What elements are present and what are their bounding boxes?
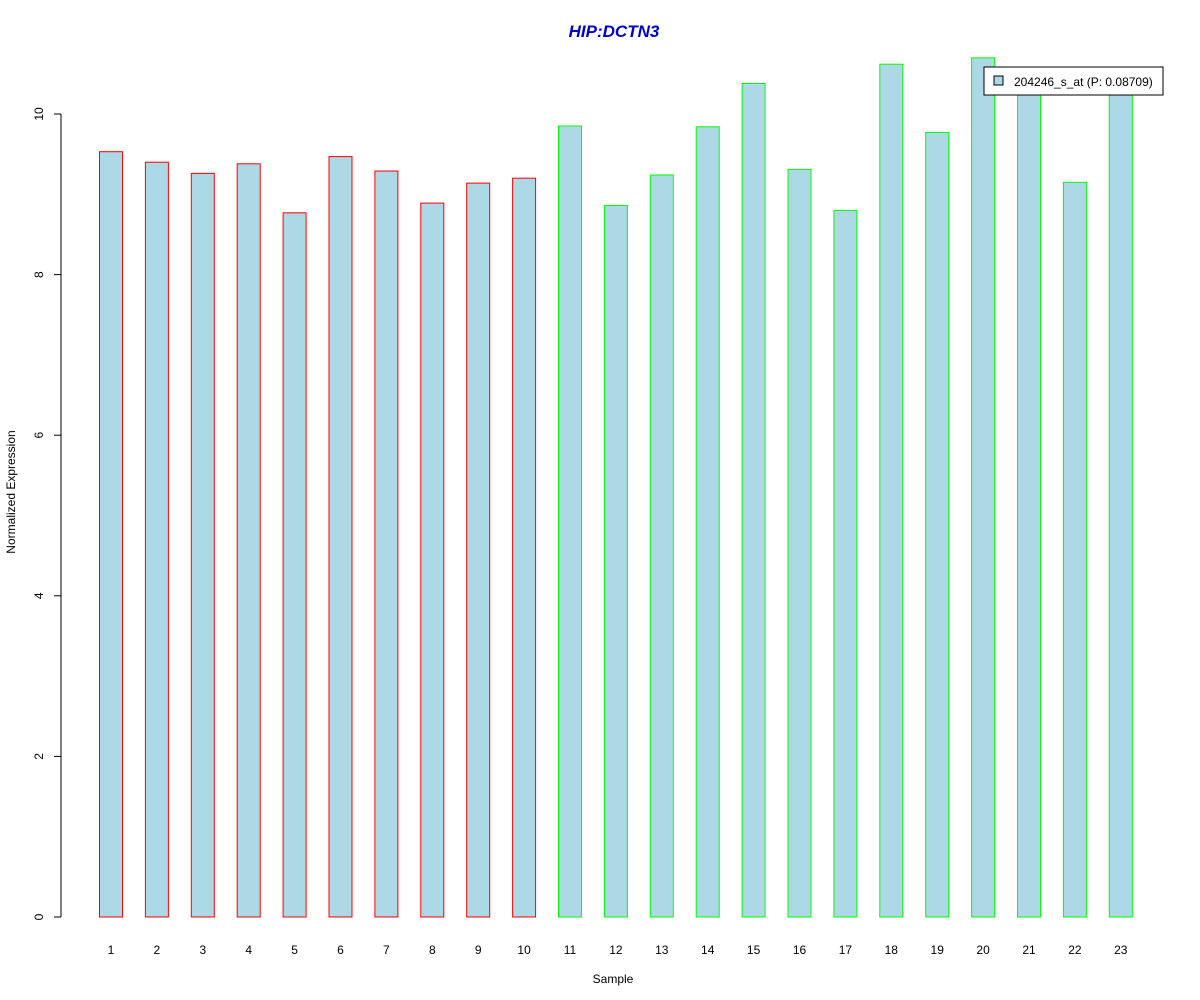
y-tick-label: 10 [32,107,46,121]
bar [833,209,858,918]
x-tick-label: 11 [564,943,577,957]
bar [420,202,445,918]
x-tick-label: 17 [839,943,853,957]
legend-label: 204246_s_at (P: 0.08709) [1014,75,1153,89]
x-tick-label: 18 [885,943,899,957]
y-tick-label: 4 [32,592,46,599]
x-tick-label: 15 [747,943,761,957]
x-tick-label: 20 [976,943,990,957]
y-axis: 0 2 4 6 8 10 [32,107,62,920]
bar [558,125,582,918]
x-tick-label: 4 [245,943,252,957]
y-tick-label: 6 [32,432,46,439]
y-tick-label: 2 [32,753,46,760]
x-tick-label: 7 [383,943,390,957]
y-tick-label: 0 [32,913,46,920]
legend-swatch [993,75,1004,86]
bar [236,163,261,918]
x-tick-label: 8 [429,943,436,957]
bar [466,182,491,918]
x-tick-label: 13 [655,943,669,957]
x-tick-label: 19 [931,943,945,957]
chart-title: HIP:DCTN3 [569,22,660,41]
bar [374,170,399,918]
legend: 204246_s_at (P: 0.08709) [983,66,1164,96]
bar [741,83,766,918]
y-tick-label: 8 [32,271,46,278]
bar [787,168,812,918]
x-tick-label: 3 [199,943,206,957]
bar [971,57,996,918]
legend-box [983,66,1164,96]
bar [190,172,215,918]
bar [144,161,169,918]
x-tick-label: 21 [1022,943,1036,957]
bars-group [99,57,1133,918]
bar [282,212,307,918]
bar [512,177,537,918]
bar [879,63,904,918]
x-tick-label: 16 [793,943,807,957]
x-axis-title: Sample [593,972,634,986]
bar [1108,81,1133,918]
x-tick-label: 12 [609,943,623,957]
x-tick-label: 1 [108,943,115,957]
bar [695,126,720,918]
bar [603,205,628,918]
x-tick-labels: 1 2 3 4 5 6 7 8 9 10 11 12 13 14 15 16 17 18 19 20 21 22 23 [108,943,1128,957]
x-tick-label: 9 [475,943,482,957]
x-tick-label: 6 [337,943,344,957]
bar [1062,181,1087,918]
bar [99,151,123,918]
x-tick-label: 2 [154,943,161,957]
x-tick-label: 23 [1114,943,1128,957]
bar [649,174,674,918]
x-tick-label: 10 [517,943,531,957]
y-axis-title: Normalized Expression [4,430,18,553]
x-tick-label: 14 [701,943,715,957]
bar [925,132,950,918]
bar [328,156,353,918]
x-tick-label: 22 [1068,943,1082,957]
x-tick-label: 5 [291,943,298,957]
bar [1017,85,1041,918]
